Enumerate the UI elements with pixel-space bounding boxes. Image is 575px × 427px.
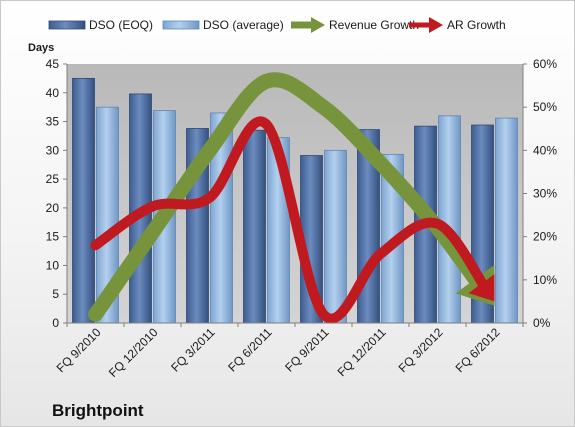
y-tick-label: 35: [46, 115, 60, 129]
legend-label: DSO (EOQ): [89, 18, 153, 32]
line-path: [90, 116, 493, 324]
x-tick-label: FQ 6/2011: [225, 325, 275, 375]
legend-item: DSO (EOQ): [48, 18, 153, 32]
legend-label: DSO (average): [203, 18, 284, 32]
x-tick-label: FQ 12/2011: [335, 325, 389, 379]
legend-item: DSO (average): [162, 18, 284, 32]
series-ar-growth: [90, 116, 495, 324]
y-tick-label: 25: [46, 172, 60, 186]
bar: [72, 77, 95, 324]
y-tick-label: 45: [46, 57, 60, 71]
x-tick-label: FQ 9/2010: [54, 325, 104, 375]
x-tick-label: FQ 6/2012: [453, 325, 503, 375]
y2-tick-label: 40%: [533, 143, 557, 157]
y-tick-label: 15: [46, 230, 60, 244]
arrowhead: [468, 274, 495, 302]
legend-label: AR Growth: [447, 18, 506, 32]
x-tick-label: FQ 3/2011: [168, 325, 218, 375]
y-tick-label: 5: [52, 287, 59, 301]
legend-swatch: [162, 20, 200, 30]
legend-item: AR Growth: [409, 17, 506, 33]
legend-arrow-icon: [311, 17, 325, 33]
x-tick-label: FQ 9/2011: [282, 325, 332, 375]
legend-arrow-icon: [429, 17, 443, 33]
y-tick-label: 20: [46, 201, 60, 215]
legend-item: Revenue Growth: [291, 17, 419, 33]
y-axis-label: Days: [28, 42, 54, 54]
y-tick-label: 10: [46, 258, 60, 272]
bar: [324, 149, 347, 324]
y2-tick-label: 60%: [533, 57, 557, 71]
y-tick-label: 30: [46, 143, 60, 157]
y-tick-label: 0: [52, 316, 59, 330]
x-tick-label: FQ 3/2012: [396, 325, 446, 375]
y2-tick-label: 10%: [533, 273, 557, 287]
y-tick-label: 40: [46, 86, 60, 100]
legend-label: Revenue Growth: [329, 18, 419, 32]
y2-tick-label: 50%: [533, 100, 557, 114]
y2-tick-label: 20%: [533, 230, 557, 244]
bar: [495, 117, 518, 324]
x-tick-label: FQ 12/2010: [106, 325, 161, 380]
bar: [438, 115, 461, 324]
legend-swatch: [48, 20, 86, 30]
y2-tick-label: 0%: [533, 316, 551, 330]
bar: [243, 129, 266, 324]
legend: DSO (EOQ) DSO (average) Revenue Growth AR G…: [48, 17, 506, 33]
y2-tick-label: 30%: [533, 187, 557, 201]
chart-title: Brightpoint: [52, 401, 144, 420]
